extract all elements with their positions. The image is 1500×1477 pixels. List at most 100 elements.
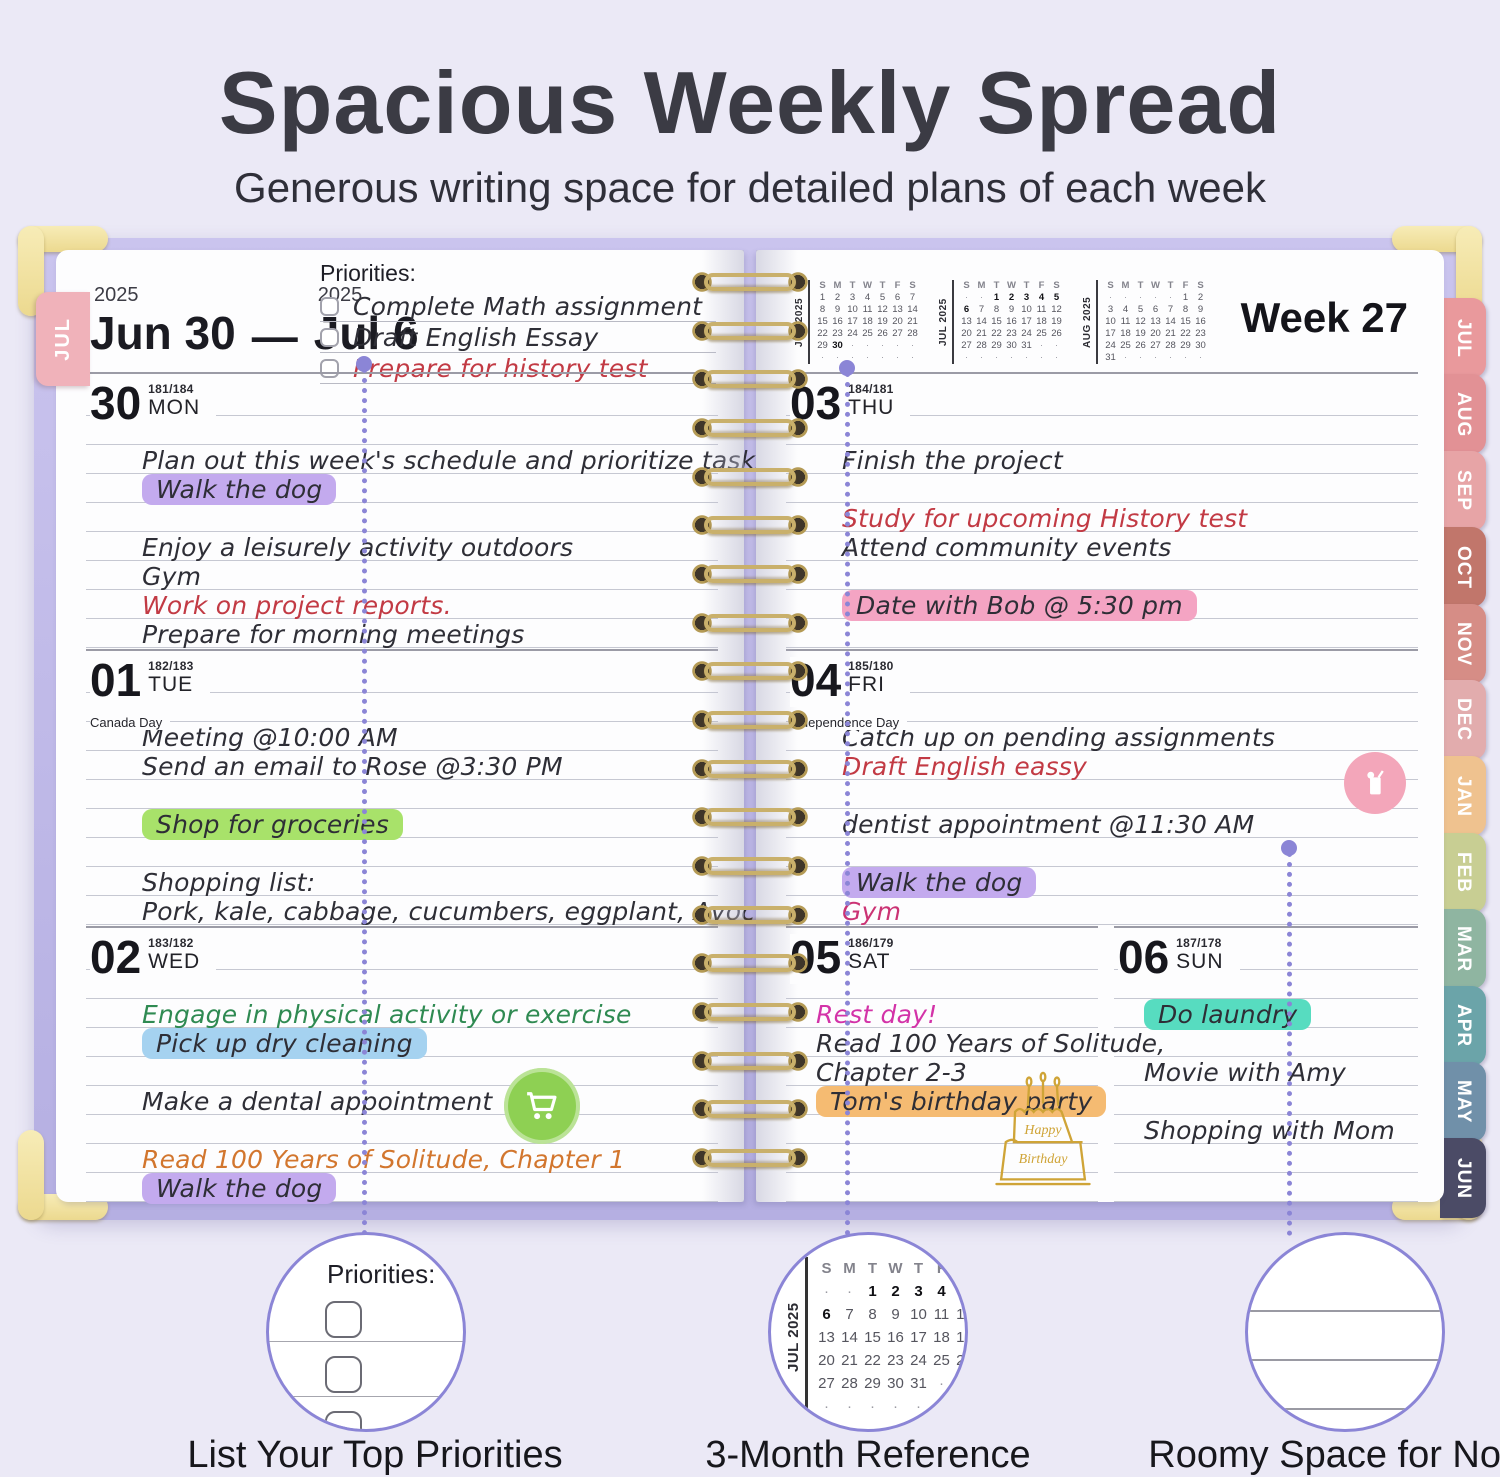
month-tab-dec[interactable]: DEC [1440, 680, 1486, 760]
calendar-day-cell: 17 [1021, 316, 1032, 327]
planner-entry: Shop for groceries [142, 809, 710, 840]
spiral-loop [692, 612, 808, 633]
day-abbrev: MON [148, 396, 201, 419]
planner-entry: Gym [842, 897, 902, 926]
priority-checkbox[interactable] [320, 327, 339, 347]
mini-calendar-jun: JUN 2025SMTWTFS1234567891011121314151617… [794, 280, 920, 364]
calendar-day-cell: 3 [849, 292, 856, 303]
month-tab-feb[interactable]: FEB [1440, 832, 1486, 913]
calendar-day-cell: 3 [1023, 292, 1030, 303]
planner-entry: Plan out this week's schedule and priori… [142, 446, 769, 475]
note-line [1248, 1361, 1442, 1410]
month-tab-may[interactable]: MAY [1440, 1062, 1486, 1142]
day-entries: Catch up on pending assignments Draft Eng… [786, 651, 1418, 926]
calendar-weekday-header: M [833, 280, 842, 291]
calendar-day-cell: · [1138, 292, 1143, 303]
month-tab-aug[interactable]: AUG [1440, 374, 1486, 455]
spiral-loop [692, 1099, 808, 1120]
priority-checkbox[interactable] [325, 1356, 362, 1393]
calendar-day-cell: 18 [1120, 328, 1131, 339]
month-tab-jun[interactable]: JUN [1440, 1138, 1486, 1219]
calendar-day-cell: · [880, 352, 885, 363]
calendar-day-cell: 1 [1182, 292, 1189, 303]
calendar-day-cell: 5 [879, 292, 886, 303]
calendar-day-cell: 14 [841, 1329, 858, 1346]
calendar-day-cell: 24 [847, 328, 858, 339]
calendar-day-cell: 18 [1036, 316, 1047, 327]
start-date: Jun 30 [90, 307, 236, 359]
callout-priorities-rows [269, 1287, 463, 1429]
callout-label-priorities: List Your Top Priorities [187, 1434, 563, 1476]
planner-entry: Attend community events [842, 533, 1172, 562]
connector-line-priorities [362, 368, 367, 1236]
calendar-day-cell: 11 [1120, 316, 1131, 327]
shopping-cart-sticker [504, 1068, 580, 1144]
month-tab-label: FEB [1453, 852, 1474, 894]
month-tab-oct[interactable]: OCT [1440, 527, 1486, 608]
priority-text: Prepare for history test [353, 353, 648, 383]
day-section-sun: 06 187/178 SUN Do laundry Movie with Amy Sh… [1114, 926, 1418, 1202]
calendar-day-cell: 13 [818, 1329, 835, 1346]
calendar-day-cell: 27 [818, 1375, 835, 1392]
calendar-day-cell: 17 [1105, 328, 1116, 339]
right-page: JUN 2025SMTWTFS1234567891011121314151617… [756, 250, 1444, 1202]
calendar-day-cell: 12 [956, 1306, 965, 1323]
priority-checkbox[interactable] [320, 296, 339, 316]
calendar-day-cell: · [847, 1398, 852, 1415]
calendar-grid: S M T W T F S · · · · · 1 2 3 4 5 6 7 8 9 10 11 12 13 14 15 16 17 18 1… [1096, 280, 1208, 364]
calendar-day-cell: 30 [1195, 340, 1206, 351]
month-tab-mar[interactable]: MAR [1440, 909, 1486, 990]
calendar-day-cell: · [893, 1398, 898, 1415]
calendar-day-cell: 19 [1051, 316, 1062, 327]
three-month-reference: JUN 2025SMTWTFS1234567891011121314151617… [794, 280, 1208, 364]
calendar-day-cell: 14 [976, 316, 987, 327]
day-number: 02 [90, 931, 142, 983]
day-abbrev: TUE [148, 673, 194, 696]
calendar-day-cell: 9 [1008, 304, 1015, 315]
calendar-day-cell: 25 [933, 1352, 950, 1369]
calendar-day-cell: · [939, 1398, 944, 1415]
calendar-day-cell: · [850, 340, 855, 351]
day-abbrev: SUN [1176, 950, 1224, 973]
month-tab-apr[interactable]: APR [1440, 985, 1486, 1066]
calendar-day-cell: 11 [862, 304, 873, 315]
month-tab-label: APR [1453, 1004, 1474, 1048]
calendar-day-cell: · [1039, 340, 1044, 351]
planner-entry: Draft English eassy [842, 752, 1087, 781]
month-tab-jul[interactable]: JUL [1440, 298, 1486, 378]
calendar-day-cell: 8 [868, 1306, 877, 1323]
calendar-weekday-header: W [888, 1260, 903, 1277]
corner-protector-bottom-left-v [18, 1130, 44, 1220]
priority-checkbox[interactable] [325, 1301, 362, 1338]
calendar-day-cell: · [1039, 352, 1044, 363]
priority-checkbox[interactable] [325, 1411, 362, 1429]
calendar-day-cell: 26 [1051, 328, 1062, 339]
planner-entry: Gym [142, 562, 202, 591]
calendar-day-cell: 31 [910, 1375, 927, 1392]
planner-entry: Enjoy a leisurely activity outdoors [142, 533, 574, 562]
calendar-day-cell: 19 [877, 316, 888, 327]
calendar-day-cell: · [979, 292, 984, 303]
shopping-cart-icon [527, 1092, 557, 1120]
month-tab-sep[interactable]: SEP [1440, 450, 1486, 531]
side-tab-jul[interactable]: JUL [36, 292, 90, 386]
month-tab-jan[interactable]: JAN [1440, 756, 1486, 837]
calendar-day-cell: 28 [1165, 340, 1176, 351]
calendar-day-cell: 7 [845, 1306, 854, 1323]
calendar-day-cell: 21 [976, 328, 987, 339]
day-holiday: Canada Day [90, 715, 171, 730]
planner-entry: Do laundry [1144, 999, 1410, 1030]
calendar-weekday-header: T [993, 280, 1000, 291]
calendar-day-cell: 23 [1006, 328, 1017, 339]
month-tab-label: JUL [1453, 318, 1474, 358]
calendar-day-cell: · [1183, 352, 1188, 363]
calendar-weekday-header: T [867, 1260, 878, 1277]
calendar-day-cell: 30 [887, 1375, 904, 1392]
month-tab-nov[interactable]: NOV [1440, 603, 1486, 684]
mini-calendar-jul: JUL 2025 S M T W T F S · · 1 2 3 4 5 6 7 8 9 10 11 12 13 14 15 16… [938, 280, 1064, 364]
calendar-day-cell: 9 [891, 1306, 900, 1323]
day-header: 30 181/184 MON [90, 380, 217, 430]
page-title: Spacious Weekly Spread [218, 53, 1282, 152]
